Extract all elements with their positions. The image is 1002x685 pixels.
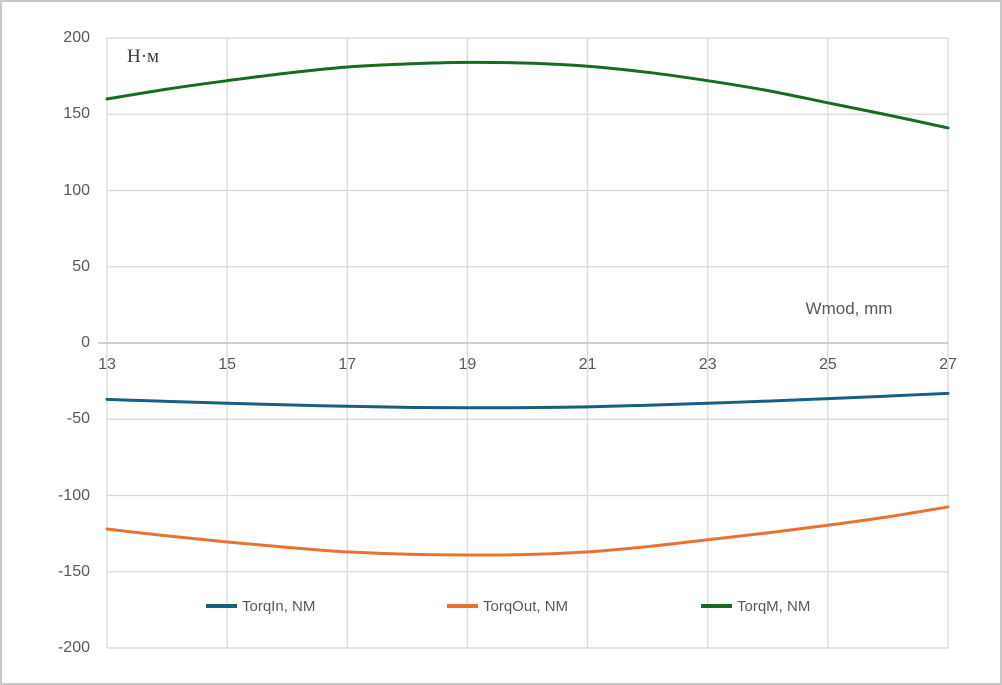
legend-label: TorqIn, NM	[242, 597, 316, 615]
legend-item-torqm-nm[interactable]: TorqM, NM	[701, 596, 810, 616]
series-line-torqout-nm[interactable]	[105, 505, 950, 557]
y-tick-label-50: 50	[72, 257, 90, 275]
y-tick-label-0: 0	[81, 334, 90, 351]
y-tick-label-150: 150	[63, 105, 90, 123]
x-tick-label-27: 27	[939, 356, 957, 373]
legend-label: TorqM, NM	[737, 597, 811, 615]
legend-line-swatch	[447, 604, 478, 608]
legend-item-torqin-nm[interactable]: TorqIn, NM	[206, 596, 315, 616]
y-tick-label--100: -100	[57, 486, 90, 504]
x-axis-title: Wmod, mm	[805, 299, 893, 318]
y-tick-label--200: -200	[57, 639, 90, 656]
x-tick-label-21: 21	[578, 356, 597, 373]
x-tick-label-13: 13	[98, 356, 116, 373]
x-tick-label-15: 15	[218, 356, 237, 373]
y-axis-unit-label: Н·м	[127, 46, 160, 67]
y-tick-label--150: -150	[57, 562, 90, 580]
legend-line-swatch	[701, 604, 732, 608]
legend-item-torqout-nm[interactable]: TorqOut, NM	[447, 596, 568, 616]
series-line-torqm-nm[interactable]	[105, 60, 950, 130]
y-tick-label-100: 100	[63, 181, 90, 199]
y-tick-label--50: -50	[66, 410, 90, 428]
legend-line-swatch	[206, 604, 237, 608]
x-tick-label-19: 19	[458, 356, 477, 373]
x-tick-label-23: 23	[698, 356, 717, 373]
x-tick-label-17: 17	[338, 356, 357, 373]
series-line-torqin-nm[interactable]	[105, 391, 950, 410]
y-tick-label-200: 200	[63, 29, 90, 46]
legend-label: TorqOut, NM	[483, 597, 569, 615]
x-tick-label-25: 25	[818, 356, 837, 373]
